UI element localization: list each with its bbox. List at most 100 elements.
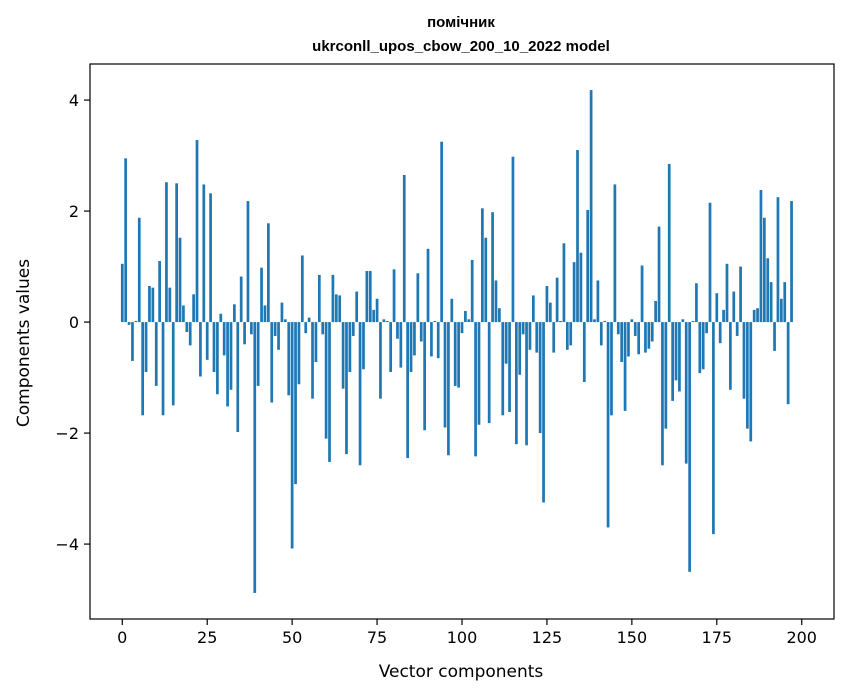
bar-20 xyxy=(188,322,192,346)
bar-99 xyxy=(457,322,460,388)
bar-27 xyxy=(212,322,216,373)
y-tick-label: −2 xyxy=(55,424,79,443)
bar-141 xyxy=(599,322,603,346)
bar-124 xyxy=(542,322,545,503)
bar-29 xyxy=(219,313,223,323)
x-tick-label: 175 xyxy=(702,628,733,647)
bar-39 xyxy=(253,322,257,593)
bar-46 xyxy=(277,322,280,350)
bar-138 xyxy=(589,90,593,323)
bar-75 xyxy=(375,298,379,323)
bar-49 xyxy=(287,322,291,396)
bar-136 xyxy=(582,322,586,383)
bar-6 xyxy=(141,322,145,416)
bar-153 xyxy=(640,265,644,323)
bar-194 xyxy=(779,298,783,323)
bar-154 xyxy=(644,322,647,353)
bar-193 xyxy=(776,197,780,323)
bar-196 xyxy=(786,322,790,405)
bar-110 xyxy=(494,280,498,323)
bar-68 xyxy=(351,322,355,336)
bar-57 xyxy=(314,322,318,363)
bar-120 xyxy=(528,322,532,350)
bar-162 xyxy=(671,322,674,401)
bar-65 xyxy=(341,322,345,389)
x-tick-label: 100 xyxy=(447,628,478,647)
bar-122 xyxy=(535,322,539,353)
bar-164 xyxy=(678,322,681,392)
bar-86 xyxy=(413,322,416,356)
bar-133 xyxy=(572,262,576,323)
bar-156 xyxy=(650,322,654,342)
bar-88 xyxy=(419,322,423,342)
bar-41 xyxy=(260,267,263,323)
bar-31 xyxy=(226,322,229,407)
bar-150 xyxy=(630,319,634,323)
x-tick-label: 150 xyxy=(617,628,648,647)
bar-13 xyxy=(165,182,168,323)
bar-93 xyxy=(436,322,440,359)
bar-94 xyxy=(440,141,443,323)
bar-80 xyxy=(392,269,396,323)
bar-181 xyxy=(735,322,739,336)
bar-186 xyxy=(752,309,756,323)
bar-38 xyxy=(250,322,253,335)
bar-151 xyxy=(633,322,637,336)
bar-189 xyxy=(763,217,766,323)
chart-subtitle: ukrconll_upos_cbow_200_10_2022 model xyxy=(312,38,610,55)
bars-layer xyxy=(120,90,793,593)
bar-107 xyxy=(484,237,488,323)
bar-37 xyxy=(246,201,250,323)
bar-169 xyxy=(695,283,698,323)
bar-145 xyxy=(613,184,617,323)
bar-16 xyxy=(175,183,178,323)
bar-116 xyxy=(515,322,518,445)
y-tick-label: −4 xyxy=(55,535,79,554)
bar-149 xyxy=(627,322,630,357)
bar-26 xyxy=(209,193,212,323)
bar-142 xyxy=(603,320,607,323)
bar-7 xyxy=(144,322,148,373)
bar-72 xyxy=(365,271,369,323)
bar-108 xyxy=(487,322,491,424)
bar-22 xyxy=(195,140,199,323)
bar-172 xyxy=(705,322,708,334)
x-axis-label: Vector components xyxy=(379,662,544,682)
bar-50 xyxy=(290,322,294,549)
bar-36 xyxy=(243,322,246,345)
bar-126 xyxy=(548,302,552,323)
bar-24 xyxy=(202,184,206,323)
bar-121 xyxy=(531,295,535,323)
bar-83 xyxy=(402,175,406,323)
bar-144 xyxy=(610,322,613,416)
bar-66 xyxy=(345,322,348,455)
bar-79 xyxy=(389,322,393,373)
bar-105 xyxy=(477,322,481,425)
bar-1 xyxy=(124,158,128,323)
bar-64 xyxy=(338,295,342,323)
bar-137 xyxy=(586,209,590,323)
bar-82 xyxy=(399,322,403,368)
bar-81 xyxy=(396,322,399,339)
bar-35 xyxy=(239,276,243,323)
bar-106 xyxy=(481,208,484,323)
bar-125 xyxy=(545,286,549,323)
bar-197 xyxy=(790,201,793,323)
bar-48 xyxy=(283,319,287,323)
bar-47 xyxy=(280,302,284,323)
bar-147 xyxy=(620,322,624,363)
bar-73 xyxy=(368,271,372,323)
bar-92 xyxy=(433,320,437,323)
y-tick-label: 0 xyxy=(69,313,79,332)
bar-59 xyxy=(321,322,325,335)
bar-195 xyxy=(783,282,787,323)
bar-102 xyxy=(467,319,471,323)
bar-176 xyxy=(718,322,722,344)
y-axis-ticks: −4 −2 0 2 4 xyxy=(55,91,90,554)
bar-9 xyxy=(151,287,155,323)
bar-139 xyxy=(593,319,596,323)
bar-43 xyxy=(267,223,270,323)
bar-2 xyxy=(127,322,131,325)
bar-85 xyxy=(409,322,413,373)
